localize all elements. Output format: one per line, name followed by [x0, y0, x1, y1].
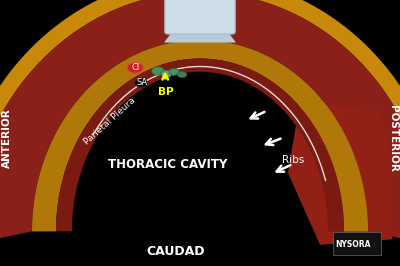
Text: BP: BP: [158, 87, 174, 97]
Polygon shape: [32, 40, 368, 231]
Polygon shape: [0, 0, 400, 245]
Polygon shape: [0, 0, 400, 245]
Circle shape: [135, 79, 148, 87]
Text: ANTERIOR: ANTERIOR: [2, 109, 12, 168]
Text: THORACIC CAVITY: THORACIC CAVITY: [108, 159, 228, 171]
Circle shape: [161, 70, 172, 78]
Text: CAUDAD: CAUDAD: [147, 245, 205, 258]
Text: SA: SA: [136, 78, 148, 87]
FancyBboxPatch shape: [333, 232, 381, 255]
Circle shape: [169, 68, 179, 75]
Polygon shape: [56, 59, 344, 231]
Polygon shape: [164, 32, 236, 43]
Circle shape: [152, 67, 164, 75]
Circle shape: [177, 71, 187, 78]
Circle shape: [127, 63, 143, 73]
FancyBboxPatch shape: [165, 0, 235, 34]
Text: POSTERIOR: POSTERIOR: [388, 105, 398, 172]
Text: NYSORA: NYSORA: [335, 240, 370, 249]
Text: Ribs: Ribs: [282, 155, 304, 165]
Polygon shape: [288, 101, 392, 245]
Text: Parietal Pleura: Parietal Pleura: [82, 96, 138, 146]
Text: Cl: Cl: [132, 63, 140, 72]
